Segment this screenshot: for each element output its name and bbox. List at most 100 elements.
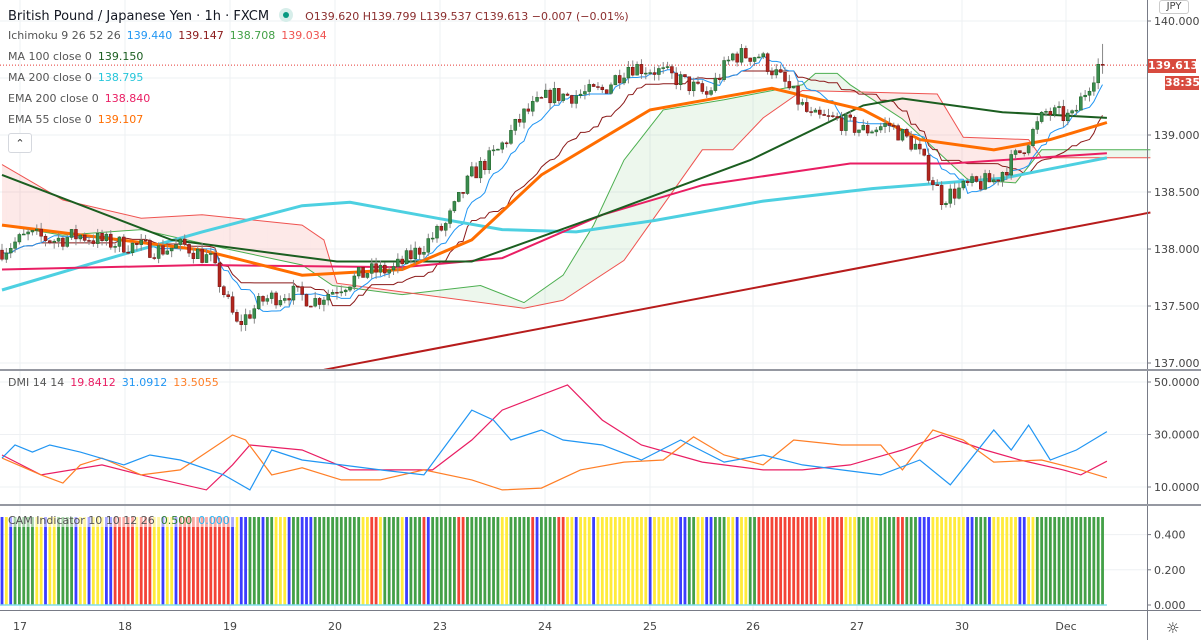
symbol-title[interactable]: British Pound / Japanese Yen · 1h · FXCM <box>8 9 270 24</box>
cloud-segment <box>702 102 707 150</box>
candle-up <box>1035 121 1040 130</box>
legend-ema200[interactable]: EMA 200 close 0 138.840 <box>8 92 156 105</box>
dmi-pane <box>1 384 1108 491</box>
candle-down <box>100 233 104 241</box>
candle-up <box>1052 107 1057 116</box>
cam-bar <box>444 517 448 605</box>
cam-tick-label: 0.200 <box>1154 564 1186 577</box>
candle-up <box>30 230 35 233</box>
candle-down <box>309 305 313 308</box>
cloud-segment <box>267 221 272 259</box>
collapse-legend-button[interactable]: ⌃ <box>8 133 32 153</box>
legend-dmi[interactable]: DMI 14 14 19.8412 31.0912 13.5055 <box>8 376 225 389</box>
cam-bar <box>96 517 100 605</box>
gear-icon[interactable]: ☼ <box>1166 619 1180 637</box>
cloud-segment <box>241 218 246 253</box>
cam-bar <box>383 517 387 605</box>
candle-down <box>905 129 909 137</box>
cloud-segment <box>1137 149 1142 158</box>
legend-ema55[interactable]: EMA 55 close 0 139.107 <box>8 113 149 126</box>
candle-up <box>404 250 409 265</box>
cloud-segment <box>119 213 124 232</box>
cloud-segment <box>902 93 907 124</box>
cloud-segment <box>706 101 712 150</box>
cam-bar <box>61 517 65 605</box>
cam-bar <box>448 517 452 605</box>
cloud-segment <box>680 106 685 181</box>
cam-bar <box>705 517 709 605</box>
cam-bar <box>805 517 809 605</box>
cam-bar <box>78 517 82 605</box>
cam-bar <box>339 517 343 605</box>
cam-bar <box>487 517 491 605</box>
cloud-segment <box>202 214 207 245</box>
currency-label[interactable]: JPY <box>1159 0 1189 14</box>
cam-bar <box>109 517 113 605</box>
candle-down <box>979 181 983 190</box>
cam-bar <box>714 517 717 605</box>
time-tick-label: 20 <box>328 620 342 633</box>
cam-bar <box>39 517 43 605</box>
cam-bar <box>135 517 139 605</box>
cam-bar <box>948 517 952 605</box>
candle-down <box>235 312 239 322</box>
candle-down <box>965 180 970 183</box>
cam-bar <box>700 517 704 605</box>
cloud-segment <box>1146 149 1151 158</box>
cloud-segment <box>6 167 11 227</box>
cloud-segment <box>184 215 190 241</box>
candle-up <box>578 93 583 96</box>
cam-bar <box>653 517 656 605</box>
candle-up <box>265 298 270 302</box>
cam-bar <box>509 517 513 605</box>
legend-ma100[interactable]: MA 100 close 0 139.150 <box>8 50 149 63</box>
cam-bar <box>1079 517 1083 605</box>
cam-bar <box>392 517 395 605</box>
cam-bar <box>722 517 726 605</box>
legend-cam[interactable]: CAM Indicator 10 10 12 26 0.500 0.000 <box>8 514 236 527</box>
cloud-segment <box>563 268 568 301</box>
cloud-segment <box>693 104 698 163</box>
cam-bar <box>500 517 504 605</box>
candle-up <box>739 48 744 63</box>
cam-bar <box>583 517 587 605</box>
candles <box>0 43 1105 332</box>
candle-up <box>13 241 17 249</box>
cloud-segment <box>128 215 133 231</box>
candle-down <box>1022 152 1026 154</box>
legend-ma200[interactable]: MA 200 close 0 138.795 <box>8 71 149 84</box>
candle-down <box>909 135 913 150</box>
cam-bar <box>22 517 26 605</box>
cam-bar <box>935 517 939 605</box>
cam-bar <box>979 517 983 605</box>
candle-up <box>174 244 178 249</box>
candle-up <box>256 296 261 309</box>
cam-bar <box>748 517 752 605</box>
cam-bar <box>627 517 630 605</box>
cloud-segment <box>532 293 538 307</box>
cloud-segment <box>571 253 577 295</box>
candle-up <box>713 77 718 91</box>
legend-ichimoku[interactable]: Ichimoku 9 26 52 26 139.440 139.147 138.708… <box>8 29 333 42</box>
cloud-segment <box>676 106 681 187</box>
cam-bar <box>570 517 574 605</box>
cloud-segment <box>628 148 633 255</box>
cam-bar <box>70 517 73 605</box>
candle-up <box>352 275 357 288</box>
candle-down <box>300 286 304 295</box>
cam-bar <box>83 517 87 605</box>
time-tick-label: 27 <box>850 620 864 633</box>
cloud-segment <box>441 289 446 298</box>
cam-bar <box>161 517 165 605</box>
legend-value: 138.708 <box>229 29 276 42</box>
candle-down <box>818 109 822 115</box>
cloud-segment <box>97 208 103 233</box>
candle-up <box>561 93 565 101</box>
candle-up <box>522 108 526 123</box>
cam-bar <box>148 517 152 605</box>
candle-up <box>470 166 474 177</box>
cam-bar <box>870 517 874 605</box>
candle-up <box>8 248 13 254</box>
